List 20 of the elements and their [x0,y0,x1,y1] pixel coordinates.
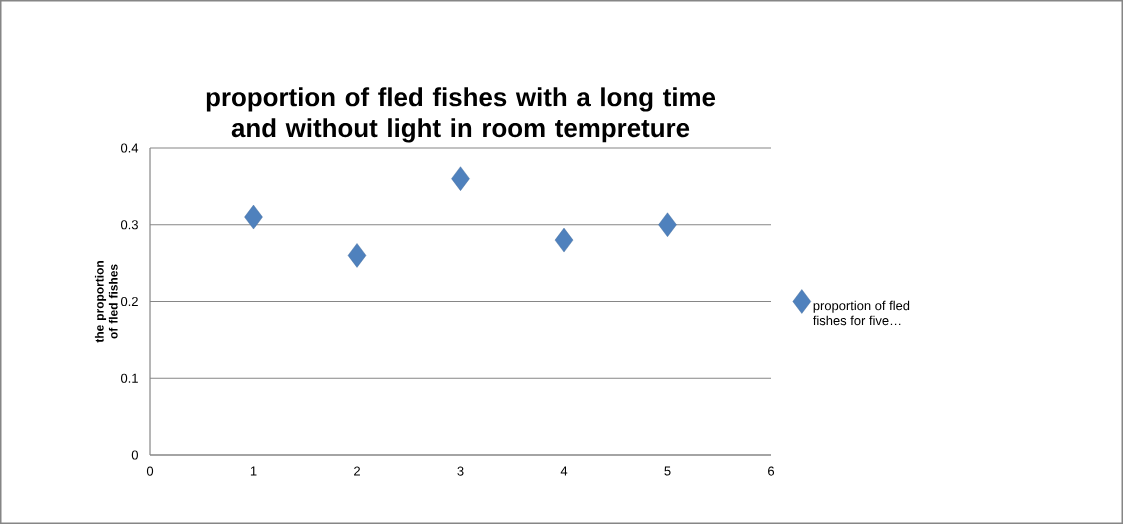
y-tick-label: 0.1 [120,373,138,383]
point [451,166,470,191]
point [244,204,263,230]
x-tick-label: 3 [457,466,464,476]
y-tick-label: 0.4 [120,143,139,153]
point [658,212,677,237]
y-tick-label: 0.3 [120,220,138,230]
x-tick-label: 5 [664,466,671,476]
y-axis-title: the proportion of fled fishes [94,261,118,343]
x-tick-label: 0 [146,466,154,476]
x-tick-label: 1 [250,466,257,476]
x-tick-label: 2 [354,466,360,476]
y-tick-label: 0 [131,450,138,460]
legend-label: proportion of fled fishes for five… [813,300,910,326]
x-tick-label: 6 [768,466,775,476]
x-tick-label: 4 [560,466,568,476]
y-tick-label: 0.2 [120,296,138,307]
point [347,243,367,268]
chart-title: proportion of fled fishes with a long time and without light in room tempreture [206,87,716,143]
point [554,227,574,253]
